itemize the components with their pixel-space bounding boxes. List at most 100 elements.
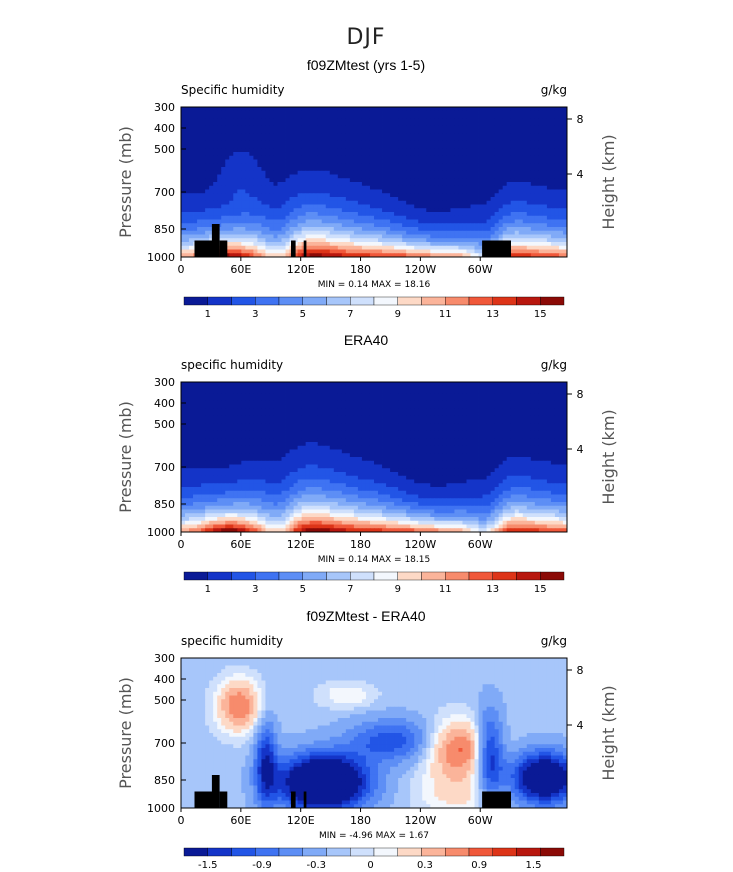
contour-cell: [325, 129, 331, 134]
contour-cell: [317, 174, 323, 179]
contour-cell: [434, 125, 439, 130]
contour-cell: [546, 197, 552, 202]
contour-cell: [341, 159, 347, 164]
contour-cell: [321, 129, 327, 134]
contour-cell: [454, 208, 459, 213]
contour-cell: [414, 238, 419, 243]
contour-cell: [450, 389, 455, 394]
contour-cell: [257, 122, 262, 127]
contour-cell: [369, 400, 375, 405]
contour-cell: [414, 118, 419, 123]
contour-cell: [225, 212, 230, 217]
contour-cell: [442, 118, 447, 123]
contour-cell: [402, 204, 407, 209]
contour-cell: [470, 227, 475, 232]
contour-cell: [390, 208, 395, 213]
contour-cell: [341, 152, 347, 157]
contour-cell: [422, 200, 427, 205]
contour-cell: [546, 152, 552, 157]
contour-cell: [410, 234, 415, 239]
contour-cell: [265, 122, 270, 127]
contour-cell: [410, 163, 415, 168]
contour-cell: [486, 412, 491, 417]
contour-cell: [361, 125, 367, 130]
contour-cell: [241, 397, 246, 402]
contour-cell: [361, 215, 367, 220]
contour-cell: [269, 137, 274, 142]
contour-cell: [498, 167, 504, 172]
contour-cell: [450, 249, 455, 254]
contour-cell: [229, 393, 234, 398]
contour-cell: [269, 393, 274, 398]
contour-cell: [261, 204, 266, 209]
contour-cell: [482, 227, 487, 232]
contour-cell: [317, 242, 323, 247]
contour-cell: [446, 155, 451, 160]
contour-cell: [454, 148, 459, 153]
contour-cell: [462, 253, 467, 258]
contour-cell: [418, 185, 423, 190]
contour-cell: [410, 133, 415, 138]
contour-cell: [450, 182, 455, 187]
contour-cell: [550, 245, 556, 250]
contour-cell: [406, 163, 411, 168]
contour-cell: [446, 415, 451, 420]
contour-cell: [285, 197, 290, 202]
contour-cell: [369, 204, 375, 209]
contour-cell: [229, 129, 234, 134]
contour-cell: [257, 249, 262, 254]
contour-cell: [233, 223, 238, 228]
contour-cell: [361, 129, 367, 134]
contour-cell: [386, 212, 391, 217]
contour-cell: [562, 230, 568, 235]
contour-cell: [482, 129, 487, 134]
contour-cell: [514, 389, 520, 394]
contour-cell: [289, 415, 294, 420]
contour-cell: [422, 118, 427, 123]
contour-cell: [293, 389, 298, 394]
contour-cell: [313, 223, 319, 228]
contour-cell: [321, 200, 327, 205]
contour-cell: [345, 159, 351, 164]
contour-cell: [261, 249, 266, 254]
contour-cell: [361, 155, 367, 160]
contour-cell: [482, 193, 487, 198]
contour-cell: [486, 193, 491, 198]
contour-cell: [289, 170, 294, 175]
contour-cell: [374, 208, 379, 213]
contour-cell: [209, 419, 214, 424]
contour-cell: [341, 110, 347, 115]
contour-cell: [257, 118, 262, 123]
contour-cell: [426, 152, 431, 157]
contour-cell: [317, 189, 323, 194]
contour-cell: [249, 144, 254, 149]
contour-cell: [446, 122, 451, 127]
contour-cell: [285, 419, 290, 424]
contour-cell: [365, 389, 371, 394]
contour-cell: [369, 118, 375, 123]
contour-cell: [273, 238, 278, 243]
contour-cell: [558, 249, 564, 254]
contour-cell: [213, 412, 218, 417]
contour-cell: [233, 212, 238, 217]
contour-cell: [313, 185, 319, 190]
contour-cell: [205, 400, 210, 405]
contour-cell: [442, 155, 447, 160]
contour-cell: [245, 140, 250, 145]
contour-cell: [498, 137, 504, 142]
contour-cell: [233, 404, 238, 409]
contour-cell: [478, 230, 483, 235]
contour-cell: [197, 408, 202, 413]
contour-cell: [410, 137, 415, 142]
contour-cell: [474, 144, 479, 149]
contour-cell: [221, 110, 226, 115]
contour-cell: [225, 155, 230, 160]
contour-cell: [337, 133, 343, 138]
contour-cell: [201, 133, 206, 138]
contour-cell: [406, 170, 411, 175]
contour-cell: [394, 234, 399, 239]
contour-cell: [321, 140, 327, 145]
contour-cell: [353, 140, 359, 145]
contour-cell: [462, 185, 467, 190]
contour-cell: [257, 170, 262, 175]
